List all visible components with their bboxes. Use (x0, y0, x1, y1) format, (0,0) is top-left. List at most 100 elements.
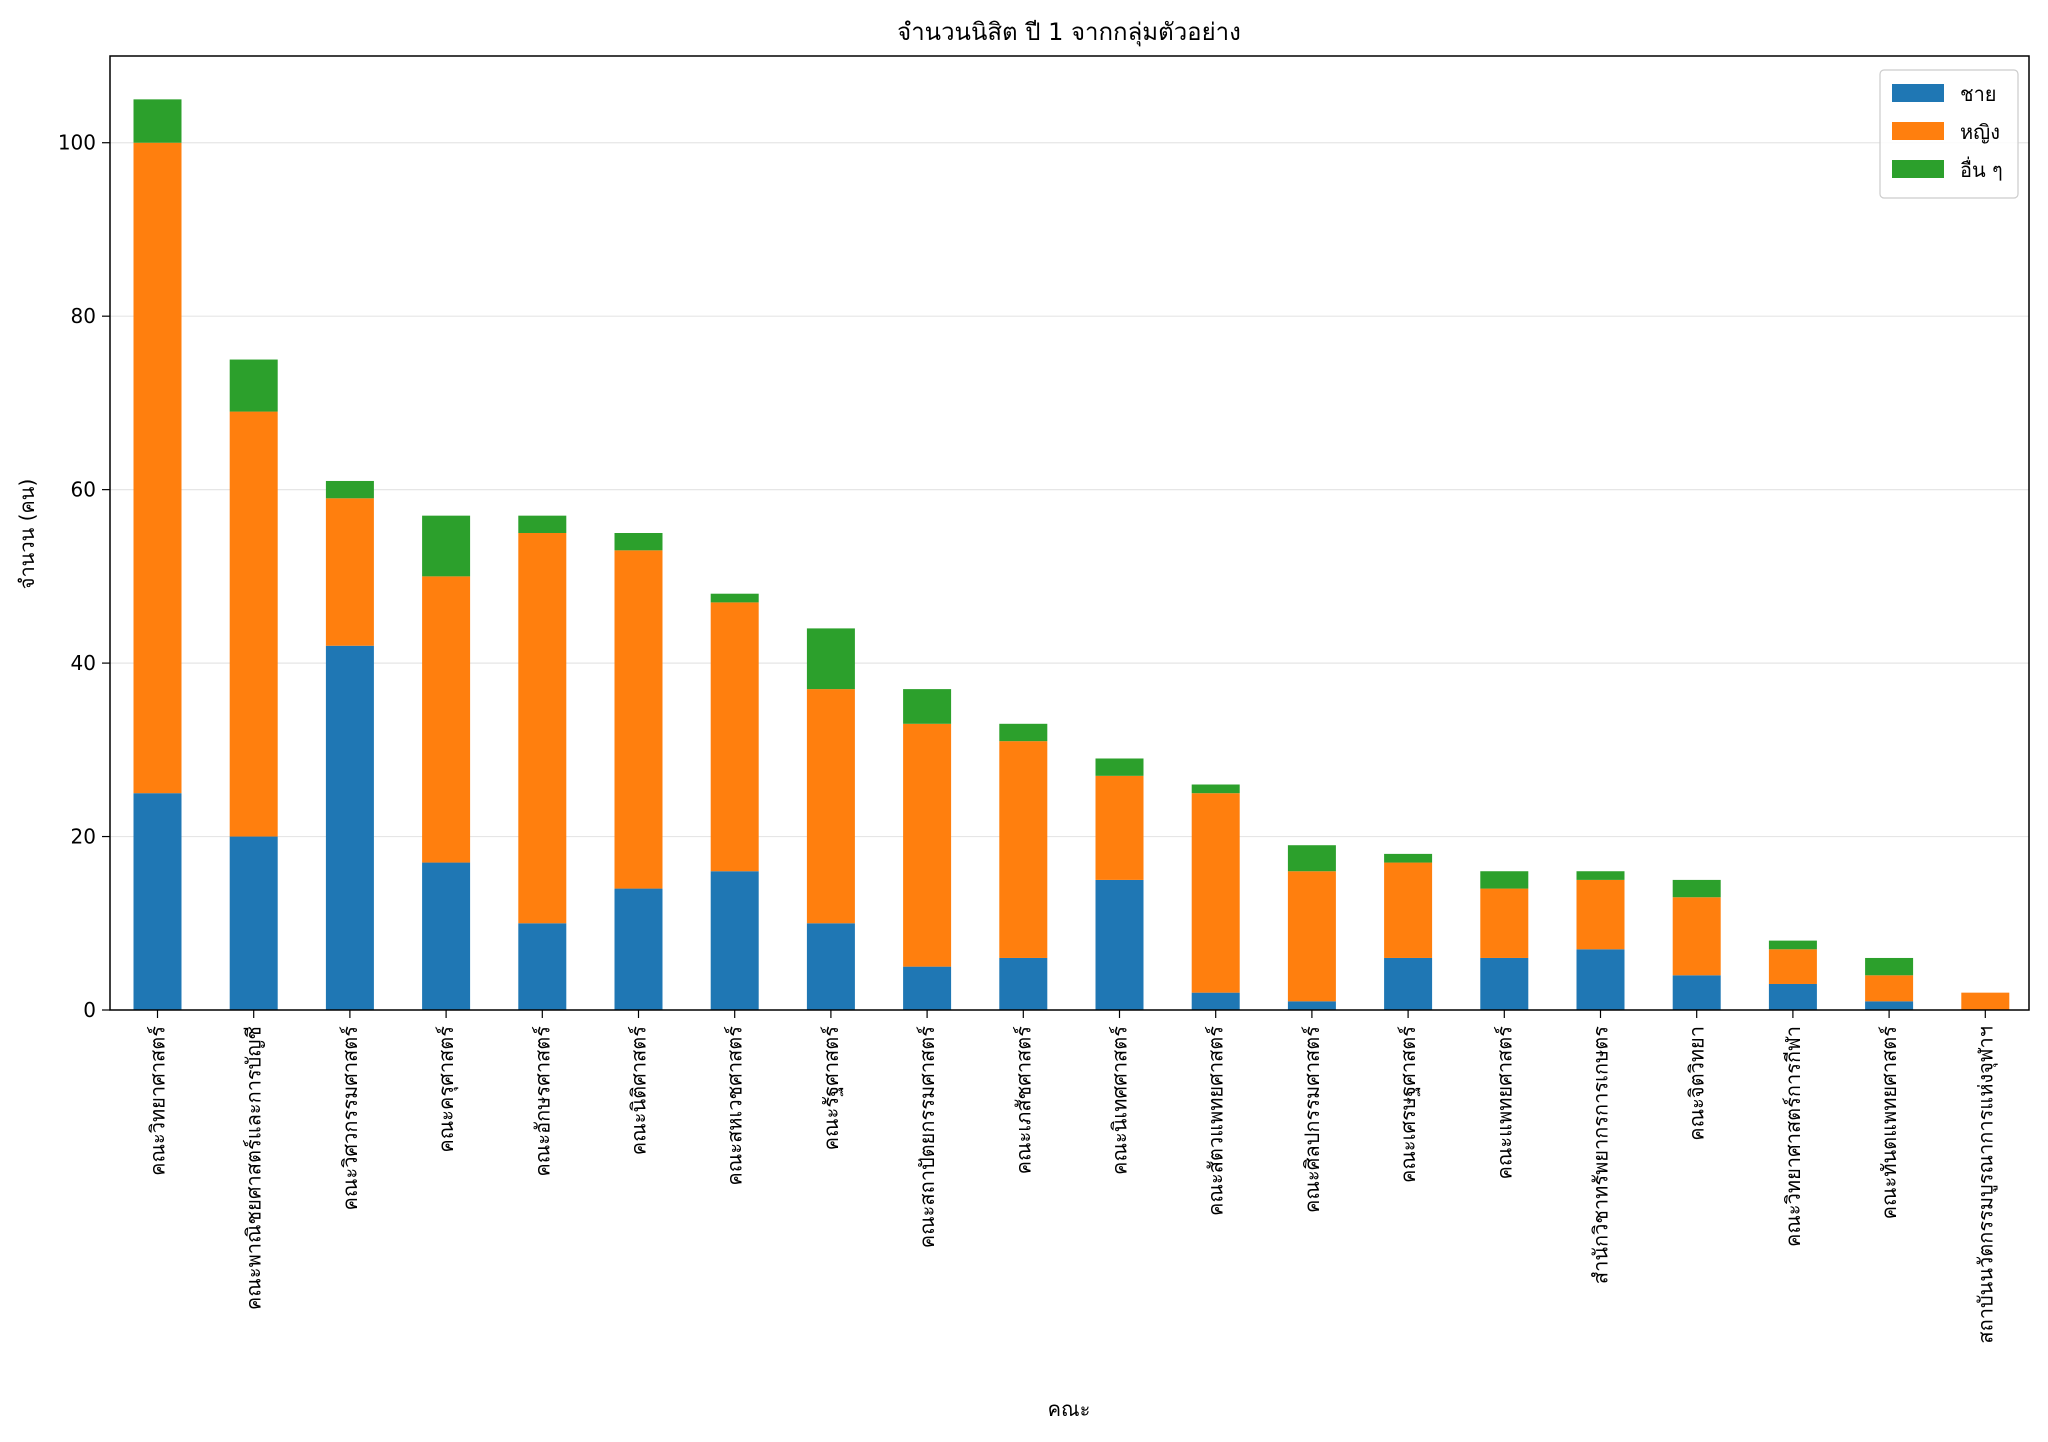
grid-lines (110, 142, 2029, 838)
bar-segment (1768, 949, 1817, 984)
bar-segment (710, 602, 759, 872)
legend-swatch (1892, 160, 1944, 178)
bar-segment (614, 533, 663, 551)
bar-segment (1095, 775, 1144, 880)
bar-segment (1576, 949, 1625, 1010)
x-tick-label: สำนักวิชาทรัพยากรการเกษตร (1589, 1026, 1613, 1284)
x-tick-label: คณะแพทยศาสตร์ (1492, 1026, 1516, 1180)
bar-segment (1865, 975, 1914, 1002)
bar-segment (903, 689, 952, 724)
bar-segment (710, 593, 759, 603)
x-tick-label: คณะสหเวชศาสตร์ (723, 1026, 747, 1186)
x-tick-label: คณะครุศาสตร์ (434, 1026, 459, 1153)
bar-segment (1191, 784, 1240, 794)
bar-segment (1191, 793, 1240, 993)
x-tick-label: คณะเศรษฐศาสตร์ (1396, 1026, 1420, 1183)
legend-swatch (1892, 122, 1944, 140)
x-tick-label: คณะสถาปัตยกรรมศาสตร์ (915, 1026, 939, 1249)
legend-label: ชาย (1960, 82, 1997, 106)
bar-segment (1287, 1001, 1336, 1010)
bar-segment (1480, 871, 1529, 889)
bar-segment (614, 550, 663, 889)
bar-segment (1384, 853, 1433, 863)
bar-segment (133, 99, 182, 143)
bar-segment (1865, 957, 1914, 976)
bar-segment (806, 923, 855, 1010)
x-tick-label: คณะวิทยาศาสตร์ (146, 1026, 170, 1176)
bar-segment (1095, 879, 1144, 1010)
bar-segment (1287, 871, 1336, 1002)
x-tick-label: คณะเภสัชศาสตร์ (1011, 1026, 1035, 1175)
bar-segment (518, 515, 567, 533)
x-tick-label: คณะทันตแพทยศาสตร์ (1877, 1026, 1901, 1220)
x-tick-label: สถาบันนวัตกรรมบูรณาการแห่งจุฬาฯ (1973, 1026, 1998, 1344)
bar-segment (1384, 862, 1433, 958)
y-axis-label: จำนวน (คน) (15, 479, 39, 590)
legend-label: หญิง (1960, 120, 2000, 144)
bar-segment (1384, 957, 1433, 1010)
bar-segment (1480, 888, 1529, 958)
y-tick-label: 0 (83, 998, 96, 1022)
chart-title: จำนวนนิสิต ปี 1 จากกลุ่มตัวอย่าง (897, 18, 1241, 47)
bar-segment (1768, 983, 1817, 1010)
bar-segment (325, 645, 374, 1010)
legend-swatch (1892, 84, 1944, 102)
bar-segment (1768, 940, 1817, 950)
bar-segment (325, 498, 374, 646)
bar-segment (1961, 992, 2010, 1010)
plot-frame (109, 55, 2030, 1011)
bar-segment (133, 142, 182, 794)
bar-segment (903, 723, 952, 967)
bar-segment (1672, 975, 1721, 1010)
bar-segment (903, 966, 952, 1010)
y-tick-label: 20 (71, 825, 96, 849)
y-tick-label: 40 (71, 651, 96, 675)
bar-segment (422, 515, 471, 577)
x-tick-label: คณะสัตวแพทยศาสตร์ (1204, 1026, 1228, 1216)
bar-segment (1672, 879, 1721, 898)
x-tick-label: คณะวิทยาศาสตร์การกีฬา (1781, 1026, 1805, 1247)
bar-segment (1576, 879, 1625, 950)
bar-segment (325, 480, 374, 499)
legend-label: อื่น ๆ (1960, 156, 2003, 182)
bar-segment (1095, 758, 1144, 776)
bar-segment (229, 411, 278, 837)
x-tick-label: คณะจิตวิทยา (1685, 1026, 1709, 1141)
x-axis-label: คณะ (1048, 1397, 1091, 1421)
bar-segment (518, 533, 567, 924)
bar-segment (133, 793, 182, 1010)
bar-segment (999, 741, 1048, 958)
bar-segment (1480, 957, 1529, 1010)
bar-segment (806, 628, 855, 690)
bar-segment (806, 689, 855, 924)
x-tick-label: คณะอักษรศาสตร์ (530, 1026, 554, 1177)
x-tick-label: คณะศิลปกรรมศาสตร์ (1300, 1026, 1324, 1213)
bar-segment (422, 862, 471, 1010)
bar-segment (1287, 845, 1336, 872)
bar-segment (1672, 897, 1721, 976)
bar-segment (999, 723, 1048, 742)
bar-segment (1191, 992, 1240, 1010)
x-tick-label: คณะรัฐศาสตร์ (819, 1026, 843, 1151)
bar-segment (1576, 871, 1625, 880)
bar-segment (999, 957, 1048, 1010)
bar-segment (422, 576, 471, 863)
x-tick-label: คณะนิเทศศาสตร์ (1108, 1026, 1132, 1175)
x-tick-label: คณะพาณิชยศาสตร์และการบัญชี (242, 1026, 266, 1310)
bar-segment (614, 888, 663, 1010)
y-tick-label: 80 (71, 304, 96, 328)
x-tick-label: คณะวิศวกรรมศาสตร์ (338, 1026, 362, 1211)
x-tick-label: คณะนิติศาสตร์ (627, 1026, 651, 1155)
y-tick-label: 60 (71, 478, 96, 502)
bars (133, 99, 2010, 1010)
axes: 0 20 40 60 80 100 คณะวิทยาศาสตร์ คณะพาณิชยศาสตร… (58, 55, 2030, 1344)
y-tick-label: 100 (58, 131, 96, 155)
bar-segment (710, 871, 759, 1010)
bar-segment (1865, 1001, 1914, 1010)
bar-segment (518, 923, 567, 1010)
bar-segment (229, 836, 278, 1010)
bar-segment (229, 359, 278, 412)
